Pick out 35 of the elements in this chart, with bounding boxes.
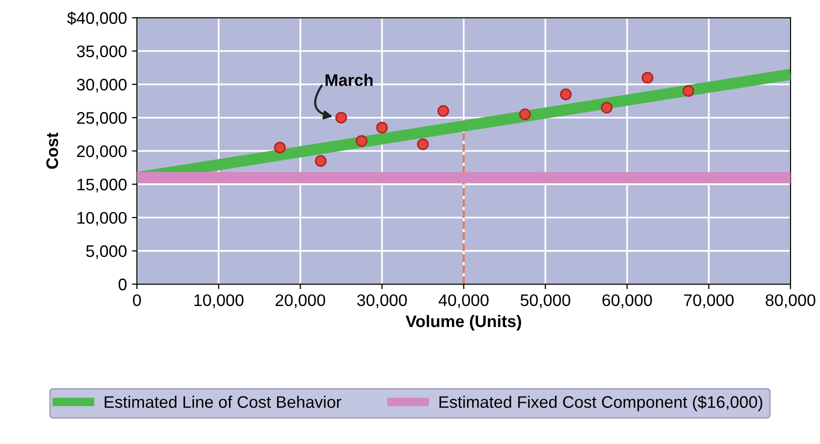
point bbox=[560, 88, 572, 100]
point bbox=[274, 142, 286, 154]
y-tick-label: 5,000 bbox=[86, 245, 127, 260]
x-tick-label: 80,000 bbox=[766, 294, 816, 308]
point bbox=[335, 112, 348, 124]
point bbox=[642, 72, 654, 84]
x-tick-label: 70,000 bbox=[684, 294, 734, 308]
y-tick-label: 35,000 bbox=[76, 45, 127, 60]
y-tick-label: 30,000 bbox=[76, 78, 127, 93]
point bbox=[417, 138, 429, 150]
legend-label: Estimated Fixed Cost Component ($16,000) bbox=[440, 395, 762, 412]
x-tick-label: 20,000 bbox=[276, 294, 326, 308]
y-tick-label: 0 bbox=[118, 278, 127, 290]
x-tick-label: 40,000 bbox=[438, 294, 489, 308]
legend-label: Estimated Line of Cost Behavior bbox=[104, 396, 342, 408]
annotation: March bbox=[326, 74, 373, 86]
y-axis-title: Cost bbox=[46, 132, 58, 169]
x-tick-label: 0 bbox=[132, 294, 141, 306]
point bbox=[682, 85, 694, 97]
point bbox=[376, 122, 388, 134]
point bbox=[437, 105, 450, 117]
y-tick-label: $40,000 bbox=[67, 11, 127, 26]
y-tick-label: 20,000 bbox=[77, 145, 127, 160]
y-tick-label: 15,000 bbox=[78, 178, 127, 192]
point bbox=[600, 102, 613, 114]
x-tick-label: 60,000 bbox=[602, 294, 652, 308]
x-axis-title: Volume (Units) bbox=[406, 314, 522, 331]
point bbox=[356, 135, 368, 147]
point bbox=[314, 155, 327, 167]
point bbox=[519, 108, 531, 120]
x-tick-label: 30,000 bbox=[357, 294, 407, 308]
x-tick-label: 10,000 bbox=[194, 294, 244, 308]
y-tick-label: 10,000 bbox=[78, 212, 127, 226]
x-tick-label: 50,000 bbox=[520, 294, 570, 308]
y-tick-label: 25,000 bbox=[77, 112, 127, 126]
